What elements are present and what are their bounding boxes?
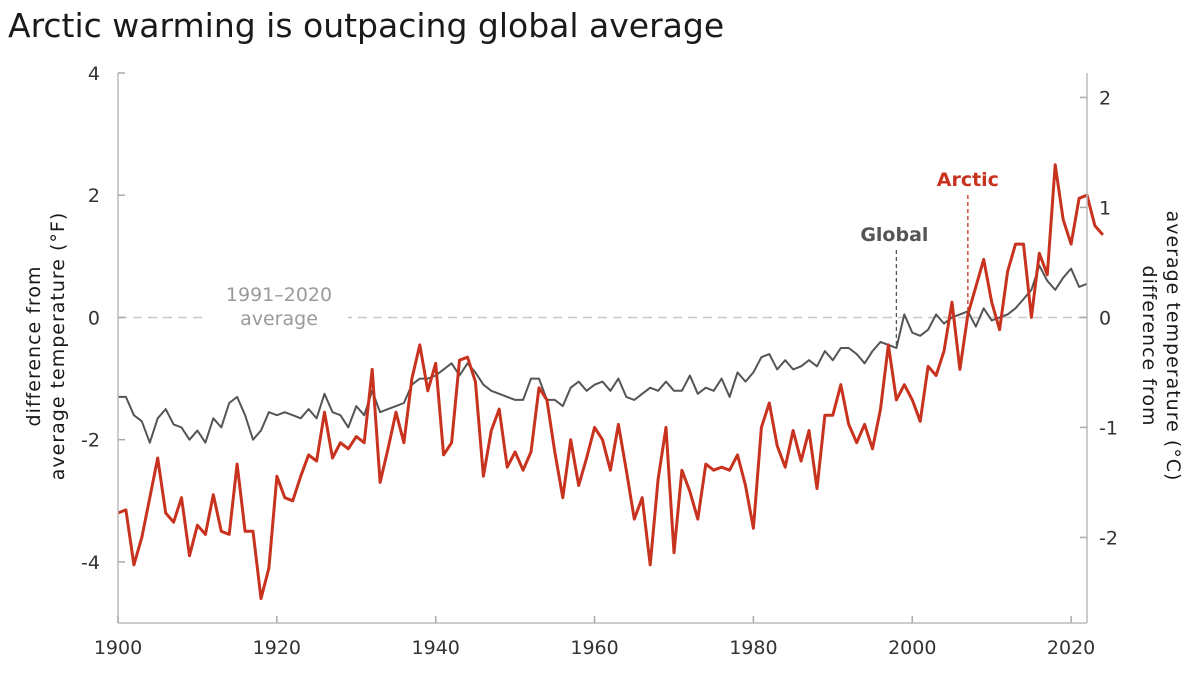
left-y-tick-label: 2 xyxy=(88,185,100,207)
chart-title: Arctic warming is outpacing global avera… xyxy=(8,6,725,45)
right-y-tick-label: -2 xyxy=(1099,527,1118,549)
x-tick-label: 2020 xyxy=(1047,637,1095,659)
annotation-label-arctic: Arctic xyxy=(937,169,999,191)
x-tick-label: 1920 xyxy=(253,637,301,659)
left-y-tick-label: 4 xyxy=(88,63,100,85)
x-tick-label: 1940 xyxy=(412,637,460,659)
x-tick-label: 1900 xyxy=(94,637,142,659)
x-tick-label: 1960 xyxy=(570,637,618,659)
left-y-tick-label: 0 xyxy=(88,307,100,329)
right-axis-title-line1: difference from xyxy=(1138,266,1160,427)
left-y-tick-label: -4 xyxy=(81,552,100,574)
annotation-label-global: Global xyxy=(860,224,928,246)
left-axis-title-line1: difference from xyxy=(23,266,45,427)
right-y-tick-label: 2 xyxy=(1099,87,1111,109)
reference-label-line1: 1991–2020 xyxy=(226,284,332,306)
series-line-arctic xyxy=(117,163,1105,601)
x-tick-label: 2000 xyxy=(888,637,936,659)
right-y-tick-label: 0 xyxy=(1099,307,1111,329)
axes-layer: -4 -2 0 2 4 -2 -1 0 1 2 1900 1920 1940 1960 1980 2000 20… xyxy=(81,63,1118,659)
right-y-tick-label: 1 xyxy=(1099,197,1111,219)
reference-label-background xyxy=(208,277,348,331)
series-line-global xyxy=(118,264,1088,444)
reference-label-line2: average xyxy=(240,308,318,330)
right-y-tick-label: -1 xyxy=(1099,417,1118,439)
series-layer xyxy=(117,163,1105,601)
x-tick-label: 1980 xyxy=(729,637,777,659)
left-y-tick-label: -2 xyxy=(81,430,100,452)
left-axis-title-line2: average temperature (°F) xyxy=(47,212,69,481)
right-axis-title-line2: average temperature (°C) xyxy=(1162,211,1184,482)
